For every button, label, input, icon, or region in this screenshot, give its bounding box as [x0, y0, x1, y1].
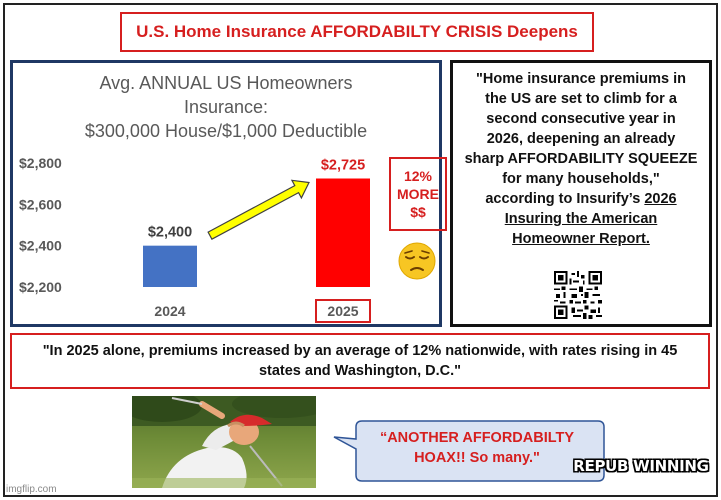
report-title-line-2[interactable]: Homeowner Report. — [512, 231, 650, 247]
sad-face-icon — [398, 242, 436, 280]
increase-arrow-icon — [207, 179, 310, 241]
callout-line-3: $$ — [410, 204, 426, 220]
quote-line-5: sharp AFFORDABILITY SQUEEZE — [464, 151, 698, 167]
speech-bubble — [333, 420, 605, 482]
quote-line-2: the US are set to climb for a — [485, 91, 677, 107]
y-tick-label: $2,800 — [19, 155, 62, 171]
bar-2025 — [316, 178, 370, 287]
quote-line-7-prefix: according to Insurify’s — [485, 191, 645, 207]
data-label: $2,725 — [321, 158, 365, 174]
report-title-line-1[interactable]: Insuring the American — [504, 211, 658, 227]
bar-chart: $2,200 $2,400 $2,600 $2,800 $2,400 2024 $2,725… — [19, 155, 371, 323]
statistic-banner: "In 2025 alone, premiums increased by an… — [10, 333, 710, 389]
increase-arrow-shape — [207, 179, 310, 241]
callout-line-2: MORE — [397, 186, 439, 202]
callout-line-1: 12% — [403, 168, 433, 184]
x-label-highlight-box — [315, 299, 371, 323]
chart-title-line-1: Avg. ANNUAL US Homeowners — [99, 73, 353, 93]
percent-more-callout: 12% MORE $$ — [389, 157, 447, 231]
report-year-link[interactable]: 2026 — [644, 191, 677, 207]
golfer-photo — [132, 396, 316, 488]
y-tick-label: $2,600 — [19, 196, 62, 212]
chart-title-line-2: Insurance: — [183, 97, 269, 117]
chart-title-line-3: $300,000 House/$1,000 Deductible — [84, 121, 368, 141]
y-tick-label: $2,200 — [19, 279, 62, 295]
data-label: $2,400 — [148, 225, 192, 241]
statistic-banner-text: "In 2025 alone, premiums increased by an… — [42, 343, 678, 379]
golfer-illustration — [132, 396, 316, 488]
chart-panel: Avg. ANNUAL US Homeowners Insurance: $30… — [10, 60, 447, 327]
x-tick-label: 2025 — [327, 303, 358, 319]
page-title-text: U.S. Home Insurance AFFORDABILTY CRISIS … — [136, 22, 578, 41]
y-tick-label: $2,400 — [19, 238, 62, 254]
caption-text: REPUB WINNING — [573, 457, 709, 475]
chart-title: Avg. ANNUAL US Homeowners Insurance: $30… — [13, 71, 439, 143]
quote-line-3: second consecutive year in — [486, 111, 676, 127]
quote-line-7: according to Insurify’s 2026 — [461, 189, 701, 209]
speech-line-1: “ANOTHER AFFORDABILTY — [379, 430, 575, 446]
quote-line-4: 2026, deepening an already — [486, 131, 676, 147]
watermark: imgflip.com — [6, 484, 57, 495]
page-title: U.S. Home Insurance AFFORDABILTY CRISIS … — [120, 12, 594, 52]
x-tick-label: 2024 — [154, 303, 185, 319]
speech-line-2: HOAX!! So many." — [414, 450, 540, 466]
quote-line-6: for many households," — [502, 171, 660, 187]
speech-bubble-text: “ANOTHER AFFORDABILTY HOAX!! So many." — [362, 428, 592, 468]
quote-panel: "Home insurance premiums in the US are s… — [450, 60, 712, 327]
qr-code-icon[interactable] — [554, 271, 602, 319]
quote-line-1: "Home insurance premiums in — [476, 71, 686, 87]
bar-2024 — [143, 245, 197, 287]
